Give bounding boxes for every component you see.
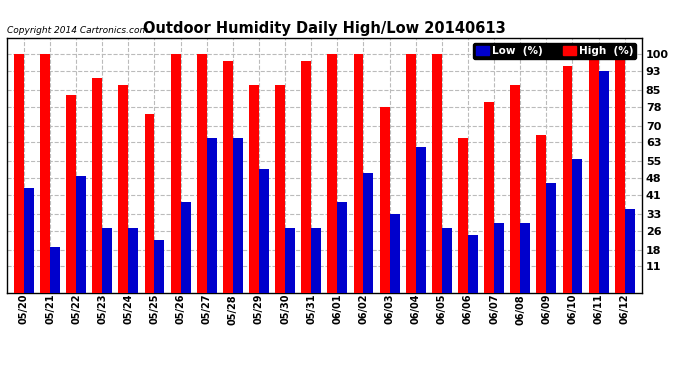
Bar bbox=[14, 54, 24, 292]
Bar bbox=[223, 62, 233, 292]
Bar bbox=[390, 214, 400, 292]
Bar bbox=[599, 71, 609, 292]
Bar bbox=[145, 114, 155, 292]
Bar bbox=[442, 228, 452, 292]
Bar bbox=[170, 54, 181, 292]
Bar bbox=[624, 209, 635, 292]
Bar bbox=[615, 54, 624, 292]
Bar bbox=[562, 66, 573, 292]
Bar bbox=[207, 138, 217, 292]
Bar bbox=[546, 183, 556, 292]
Bar bbox=[275, 85, 285, 292]
Bar bbox=[311, 228, 321, 292]
Bar bbox=[66, 95, 76, 292]
Bar bbox=[302, 62, 311, 292]
Bar bbox=[364, 173, 373, 292]
Bar bbox=[494, 224, 504, 292]
Bar bbox=[259, 169, 269, 292]
Bar bbox=[197, 54, 207, 292]
Legend: Low  (%), High  (%): Low (%), High (%) bbox=[473, 43, 636, 59]
Bar bbox=[285, 228, 295, 292]
Bar bbox=[573, 159, 582, 292]
Bar bbox=[468, 235, 478, 292]
Bar bbox=[128, 228, 138, 292]
Bar bbox=[50, 247, 60, 292]
Bar bbox=[589, 54, 599, 292]
Bar bbox=[102, 228, 112, 292]
Bar bbox=[380, 106, 390, 292]
Bar bbox=[181, 202, 190, 292]
Bar bbox=[337, 202, 347, 292]
Bar bbox=[119, 85, 128, 292]
Bar bbox=[92, 78, 102, 292]
Bar bbox=[484, 102, 494, 292]
Bar bbox=[520, 224, 530, 292]
Bar bbox=[416, 147, 426, 292]
Bar bbox=[328, 54, 337, 292]
Bar bbox=[536, 135, 546, 292]
Bar bbox=[76, 176, 86, 292]
Bar bbox=[406, 54, 416, 292]
Bar bbox=[40, 54, 50, 292]
Bar bbox=[155, 240, 164, 292]
Bar bbox=[233, 138, 243, 292]
Text: Copyright 2014 Cartronics.com: Copyright 2014 Cartronics.com bbox=[7, 26, 148, 35]
Title: Outdoor Humidity Daily High/Low 20140613: Outdoor Humidity Daily High/Low 20140613 bbox=[143, 21, 506, 36]
Bar bbox=[249, 85, 259, 292]
Bar bbox=[432, 54, 442, 292]
Bar bbox=[511, 85, 520, 292]
Bar bbox=[24, 188, 34, 292]
Bar bbox=[353, 54, 364, 292]
Bar bbox=[458, 138, 468, 292]
